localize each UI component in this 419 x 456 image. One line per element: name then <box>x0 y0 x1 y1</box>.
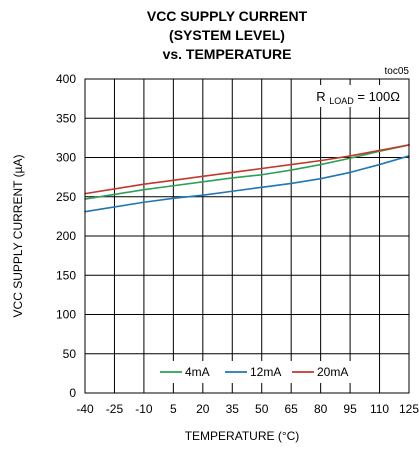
annotation-subscript: LOAD <box>329 96 354 106</box>
y-tick-label: 0 <box>69 386 76 400</box>
x-tick-labels: -40 -25 -10 5 20 35 50 65 80 95 110 125 <box>76 402 419 416</box>
x-tick-label: -40 <box>76 402 94 416</box>
annotation-background <box>300 85 405 107</box>
chart-title: VCC SUPPLY CURRENT (SYSTEM LEVEL) vs. TE… <box>147 8 308 62</box>
y-tick-label: 250 <box>56 190 76 204</box>
x-axis-label: TEMPERATURE (°C) <box>185 429 300 443</box>
y-tick-label: 50 <box>63 347 77 361</box>
chart-title-line-2: (SYSTEM LEVEL) <box>169 27 285 43</box>
legend-background <box>150 361 370 383</box>
x-tick-label: 5 <box>170 402 177 416</box>
x-tick-label: 110 <box>370 402 389 416</box>
annotation-suffix: = 100Ω <box>357 89 400 104</box>
legend-label-20ma: 20mA <box>317 365 348 379</box>
grid <box>85 79 409 393</box>
x-tick-label: 35 <box>226 402 240 416</box>
y-tick-label: 300 <box>56 151 76 165</box>
series-line-4ma <box>84 144 410 200</box>
y-tick-label: 200 <box>56 229 76 243</box>
chart-title-line-3: vs. TEMPERATURE <box>163 46 292 62</box>
x-tick-label: 125 <box>399 402 419 416</box>
chart-title-line-1: VCC SUPPLY CURRENT <box>147 8 308 24</box>
x-tick-label: 80 <box>314 402 328 416</box>
legend-label-12ma: 12mA <box>250 365 281 379</box>
figure-id: toc05 <box>385 66 410 77</box>
y-tick-label: 150 <box>56 268 76 282</box>
series-lines <box>84 144 410 213</box>
x-tick-label: 65 <box>285 402 299 416</box>
x-tick-label: 50 <box>255 402 269 416</box>
y-tick-label: 350 <box>56 111 76 125</box>
y-tick-labels: 0 50 100 150 200 250 300 350 400 <box>56 72 76 400</box>
y-tick-label: 400 <box>56 72 76 86</box>
legend: 4mA 12mA 20mA <box>150 361 370 383</box>
plot-frame <box>84 78 410 394</box>
series-line-12ma <box>84 155 410 213</box>
annotation-prefix: R <box>316 89 325 104</box>
x-tick-label: -10 <box>135 402 153 416</box>
x-tick-label: -25 <box>106 402 124 416</box>
y-axis-label: VCC SUPPLY CURRENT (µA) <box>11 155 25 318</box>
series-line-20ma <box>84 144 410 195</box>
annotation-text: R LOAD = 100Ω <box>316 89 400 107</box>
x-tick-label: 95 <box>343 402 357 416</box>
y-tick-label: 100 <box>56 308 76 322</box>
rload-annotation: R LOAD = 100Ω <box>300 85 405 107</box>
x-tick-label: 20 <box>196 402 210 416</box>
legend-label-4ma: 4mA <box>185 365 210 379</box>
